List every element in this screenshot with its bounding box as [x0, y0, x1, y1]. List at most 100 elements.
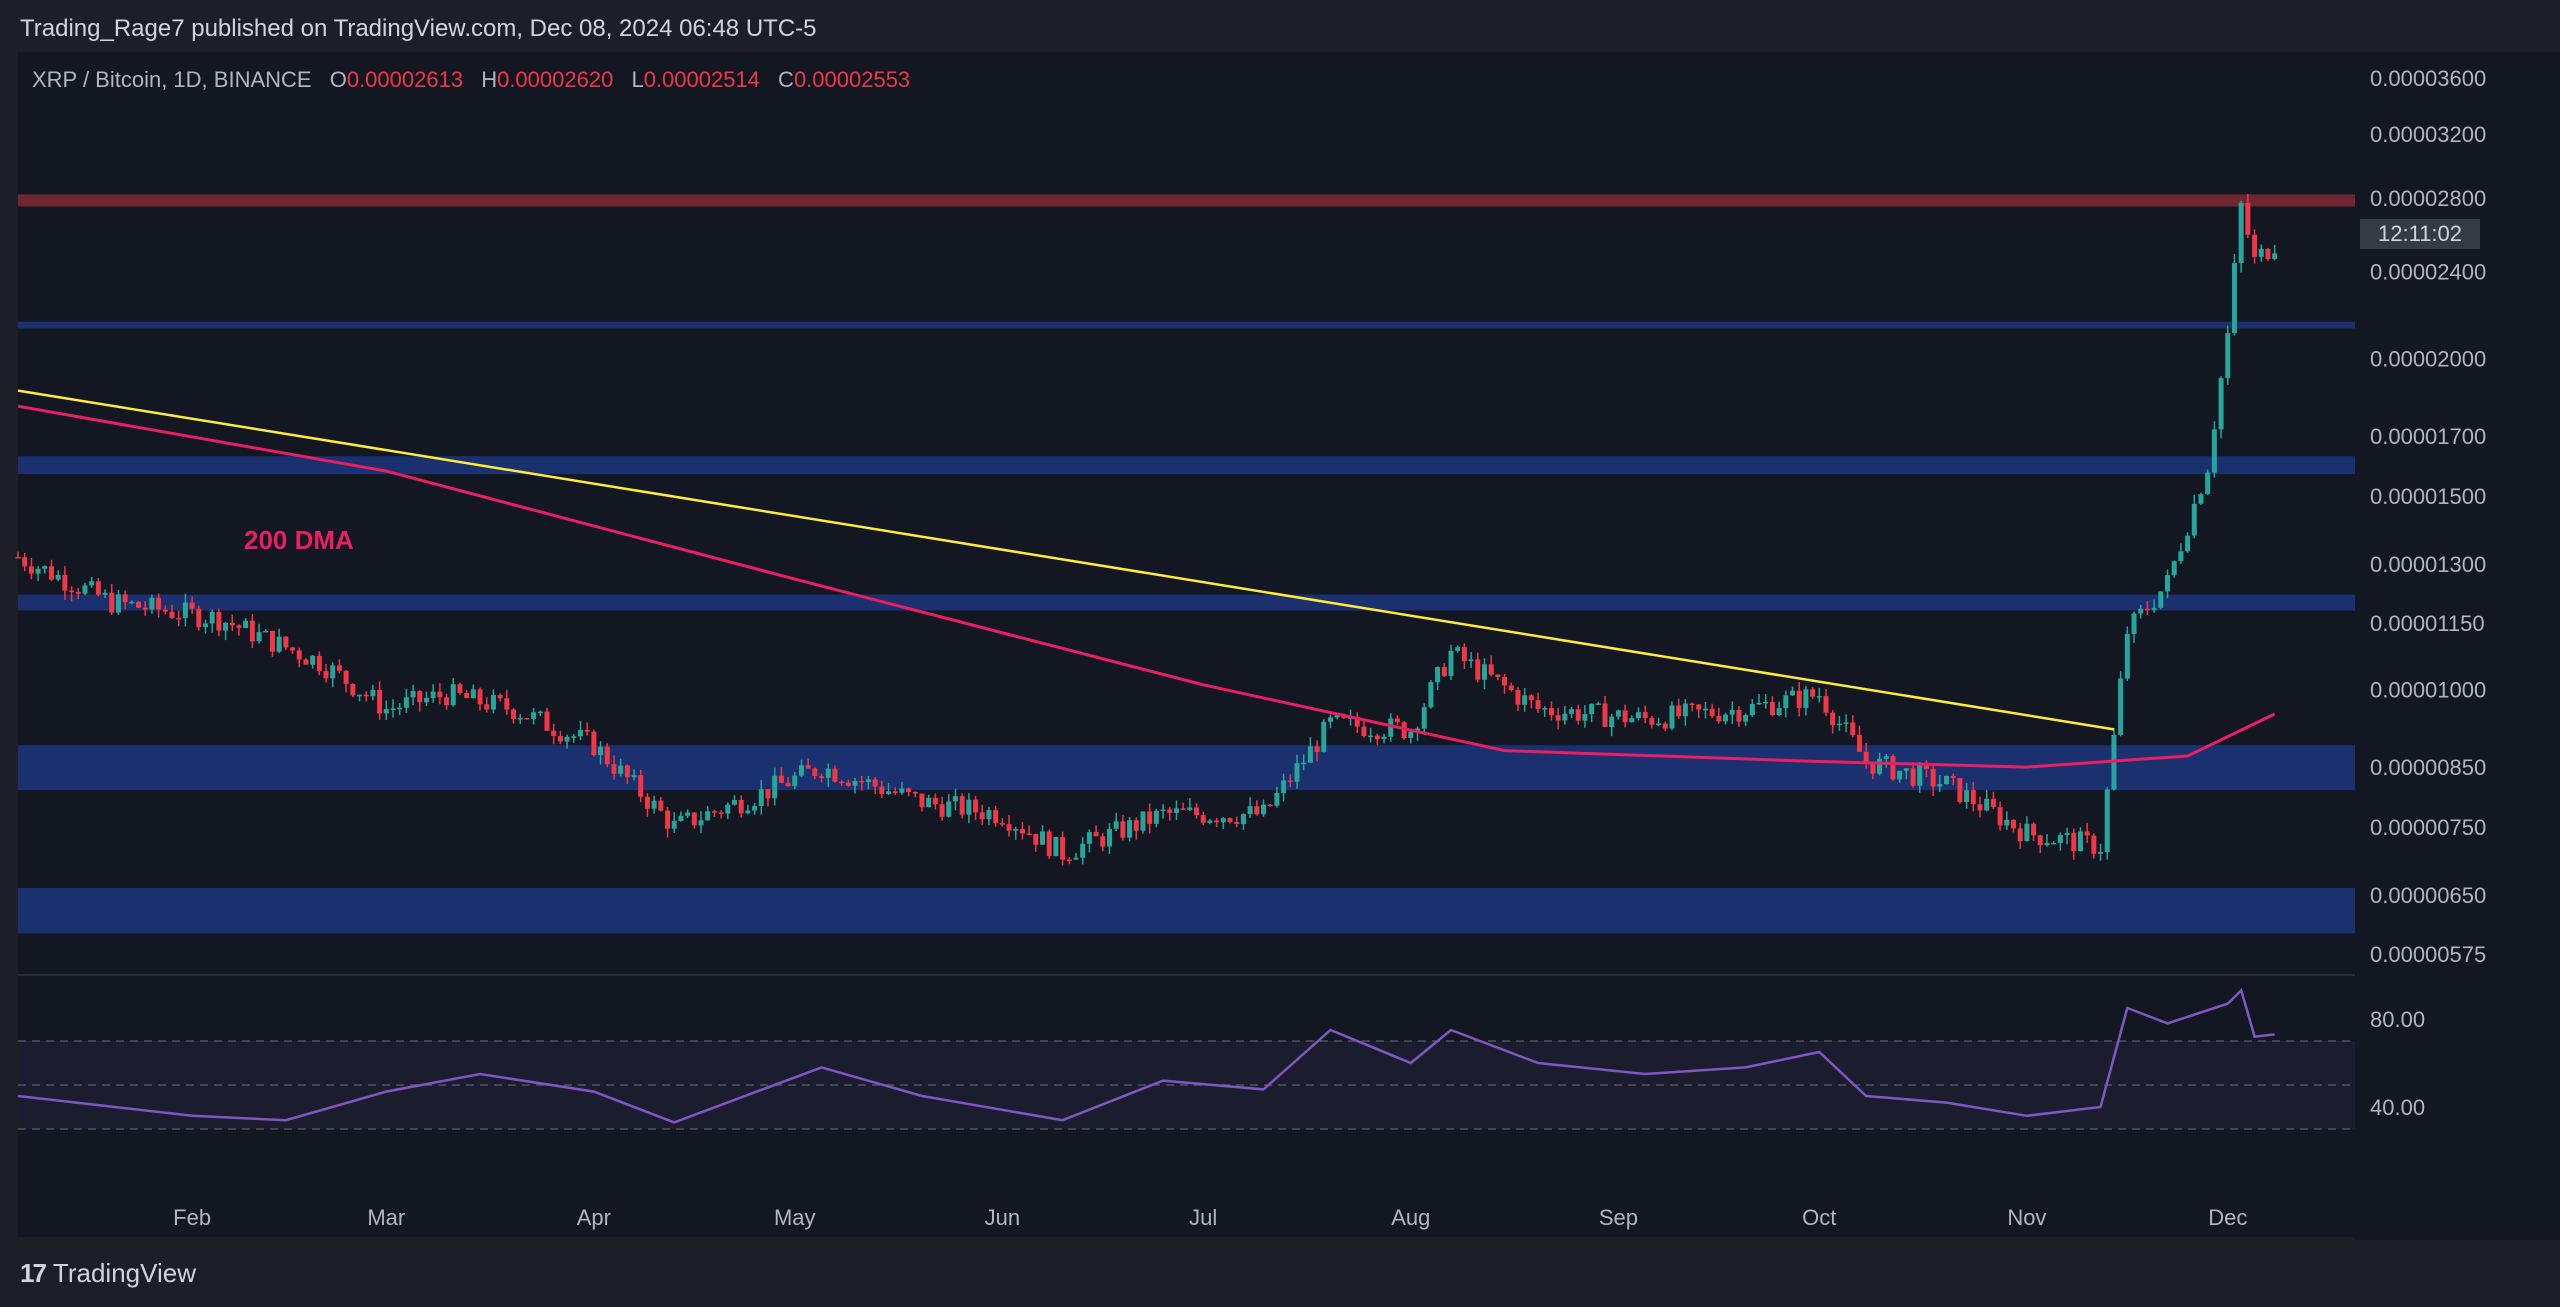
candle-body: [22, 557, 28, 567]
candle-body: [1214, 820, 1220, 823]
candle-body: [959, 796, 965, 815]
candle-body: [397, 707, 403, 710]
candle-body: [1796, 690, 1802, 708]
candle-body: [504, 698, 510, 710]
candle-body: [1910, 768, 1916, 786]
candle-body: [1950, 776, 1956, 779]
candle-body: [1964, 790, 1970, 802]
candle-body: [1990, 798, 1996, 808]
candle-body: [1769, 701, 1775, 716]
candle-body: [2218, 378, 2224, 430]
price-tick-label: 0.00000650: [2370, 883, 2486, 908]
candle-body: [651, 800, 657, 809]
time-tick-label: Dec: [2208, 1205, 2247, 1230]
candle-body: [1977, 804, 1983, 811]
candle-body: [1635, 712, 1641, 719]
candle-body: [1173, 808, 1179, 813]
candle-body: [845, 782, 851, 786]
candle-body: [1093, 832, 1099, 837]
candle-body: [1830, 712, 1836, 726]
candle-body: [129, 601, 135, 604]
time-tick-label: Jun: [985, 1205, 1020, 1230]
candle-body: [926, 797, 932, 808]
candle-body: [906, 788, 912, 793]
price-tick-label: 0.00001700: [2370, 424, 2486, 449]
candle-body: [859, 780, 865, 783]
candle-body: [1836, 723, 1842, 726]
candle-body: [1856, 735, 1862, 752]
price-tick-label: 0.00000750: [2370, 815, 2486, 840]
candle-body: [805, 765, 811, 769]
candle-body: [1756, 702, 1762, 705]
candle-body: [336, 665, 342, 671]
zone-support-4: [18, 745, 2355, 791]
candle-body: [263, 630, 269, 633]
candle-body: [1823, 696, 1829, 713]
time-tick-label: Oct: [1802, 1205, 1836, 1230]
candle-body: [1019, 828, 1025, 834]
candle-body: [537, 711, 543, 714]
candle-body: [196, 608, 202, 628]
candle-body: [912, 792, 918, 794]
candle-body: [42, 566, 48, 569]
candle-body: [966, 799, 972, 815]
candle-body: [1528, 695, 1534, 701]
candle-body: [1555, 715, 1561, 721]
descending-trendline: [17, 389, 2115, 731]
candle-body: [1327, 717, 1333, 722]
candle-body: [1676, 705, 1682, 717]
candle-body: [156, 597, 162, 610]
candle-body: [1642, 712, 1648, 719]
candle-body: [1267, 804, 1273, 807]
candle-body: [249, 620, 255, 642]
candle-body: [1890, 756, 1896, 780]
time-tick-label: Jul: [1189, 1205, 1217, 1230]
price-chart[interactable]: 0.00003600 0.00003200 0.00002800 0.00002400…: [0, 0, 2560, 1240]
candle-body: [1334, 714, 1340, 718]
open-value: 0.00002613: [346, 67, 464, 92]
zone-support-1: [18, 321, 2355, 329]
candle-body: [1408, 731, 1414, 738]
chart-area[interactable]: [18, 52, 2355, 1237]
candle-body: [698, 820, 704, 826]
candle-body: [1763, 701, 1769, 704]
candle-body: [149, 597, 155, 610]
candle-body: [892, 791, 898, 793]
candle-body: [1281, 780, 1287, 794]
candle-body: [136, 601, 142, 608]
candle-body: [819, 776, 825, 778]
candle-body: [1234, 822, 1240, 825]
dma200-line: [17, 404, 2276, 769]
candle-body: [604, 746, 610, 765]
candle-body: [1147, 811, 1153, 824]
tradingview-logo[interactable]: 17 TradingView: [20, 1258, 196, 1289]
candle-body: [1957, 778, 1963, 802]
candle-body: [256, 632, 262, 642]
candle-body: [2084, 831, 2090, 836]
candle-body: [102, 592, 108, 595]
candle-body: [497, 694, 503, 699]
zone-support-3: [18, 594, 2355, 611]
candle-body: [323, 671, 329, 679]
candle-body: [2198, 494, 2204, 504]
candle-body: [142, 607, 148, 610]
zone-support-2: [18, 456, 2355, 475]
candle-body: [1488, 664, 1494, 675]
candle-body: [276, 636, 282, 652]
candle-body: [591, 731, 597, 756]
candle-body: [1629, 718, 1635, 723]
candle-body: [2037, 835, 2043, 846]
candle-body: [618, 765, 624, 774]
candle-body: [169, 611, 175, 618]
zone-resistance-0: [18, 194, 2355, 207]
time-tick-label: Sep: [1599, 1205, 1638, 1230]
candle-body: [2185, 535, 2191, 552]
publisher-info: Trading_Rage7 published on TradingView.c…: [20, 15, 817, 42]
candle-body: [1106, 828, 1112, 847]
candle-body: [1100, 836, 1106, 847]
candle-body: [316, 655, 322, 672]
candle-body: [464, 693, 470, 699]
candle-body: [2211, 429, 2217, 473]
candle-body: [825, 768, 831, 778]
candle-body: [624, 765, 630, 778]
